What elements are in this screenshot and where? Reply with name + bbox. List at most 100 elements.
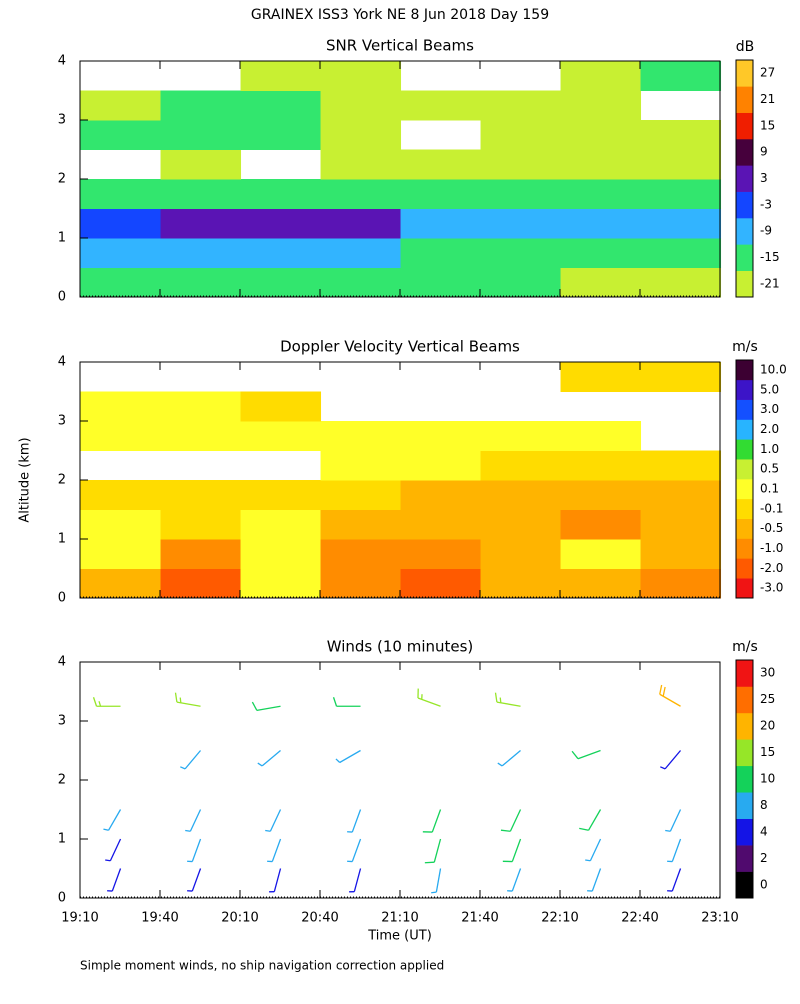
wind-barb	[667, 869, 680, 892]
colorbar-swatch	[736, 60, 753, 87]
wind-barb	[187, 869, 200, 892]
heat-cell	[321, 569, 402, 599]
wind-barb	[660, 685, 681, 706]
colorbar-unit: dB	[736, 39, 755, 55]
barb-flag	[501, 830, 510, 831]
y-tick-label: 1	[58, 832, 66, 847]
heat-cell	[481, 510, 562, 540]
y-tick-label: 0	[58, 290, 66, 305]
colorbar-label: -21	[760, 276, 780, 290]
heat-cell	[241, 179, 322, 209]
wind-barb	[187, 839, 200, 862]
heat-cell	[561, 150, 642, 180]
heat-cell	[241, 392, 322, 422]
heat-cell	[641, 120, 722, 150]
heat-cell	[561, 61, 642, 91]
barb-staff	[185, 751, 200, 769]
colorbar-swatch	[736, 218, 753, 245]
wind-barb	[334, 697, 361, 706]
heat-cell	[481, 421, 562, 451]
wind-barb	[498, 751, 521, 766]
heat-cell	[641, 179, 722, 209]
barb-flag	[265, 830, 270, 831]
heat-cell	[241, 120, 322, 150]
colorbar-swatch	[736, 499, 753, 519]
y-tick-label: 0	[58, 591, 66, 606]
heat-cell	[401, 569, 482, 599]
wind-barb	[180, 751, 200, 769]
heat-cell	[161, 539, 242, 569]
wind-barb	[660, 751, 680, 769]
barb-staff	[502, 751, 520, 766]
y-tick-label: 4	[58, 54, 66, 69]
heat-cell	[561, 421, 642, 451]
heat-cell	[481, 480, 562, 510]
y-tick-label: 3	[58, 714, 66, 729]
heat-cell	[241, 209, 322, 239]
colorbar-swatch	[736, 244, 753, 271]
colorbar-label: -0.5	[760, 521, 783, 535]
wind-barb	[349, 869, 360, 892]
colorbar-label: -3.0	[760, 581, 783, 595]
heat-cell	[481, 268, 562, 298]
heat-cell	[241, 91, 322, 121]
heat-cell	[81, 539, 162, 569]
colorbar-label: 15	[760, 745, 775, 759]
barb-flag	[431, 892, 436, 893]
wind-barb	[579, 810, 600, 831]
barb-staff	[354, 869, 360, 892]
barb-staff	[262, 751, 280, 766]
wind-barb	[665, 810, 680, 832]
heat-cell	[641, 150, 722, 180]
wind-barb	[501, 810, 521, 832]
heat-cell	[81, 480, 162, 510]
wind-barb	[587, 869, 600, 892]
heat-cell	[321, 238, 402, 268]
heat-cell	[401, 421, 482, 451]
colorbar-label: 15	[760, 118, 775, 132]
heat-cell	[561, 539, 642, 569]
colorbar-swatch	[736, 739, 753, 766]
heat-cell	[321, 179, 402, 209]
barb-staff	[352, 839, 360, 862]
barb-staff	[512, 839, 520, 862]
heat-cell	[561, 569, 642, 599]
barb-flag	[663, 687, 665, 696]
colorbar-swatch	[736, 271, 753, 298]
heat-cell	[81, 209, 162, 239]
y-tick-label: 0	[58, 891, 66, 906]
barb-staff	[272, 839, 280, 862]
colorbar-swatch	[736, 380, 753, 400]
heat-cell	[561, 179, 642, 209]
barb-flag	[572, 751, 578, 758]
colorbar-label: 9	[760, 145, 768, 159]
barb-flag	[180, 698, 181, 703]
colorbar-label: 8	[760, 798, 768, 812]
wind-barb	[258, 751, 281, 766]
wind-barb	[425, 839, 441, 863]
heat-cell	[641, 569, 722, 599]
x-tick-label: 21:40	[461, 911, 498, 926]
colorbar-swatch	[736, 519, 753, 539]
heat-cell	[81, 120, 162, 150]
barb-flag	[665, 830, 670, 831]
colorbar-label: -15	[760, 250, 780, 264]
barb-staff	[592, 869, 600, 892]
heat-cell	[641, 61, 722, 91]
wind-barb	[496, 693, 521, 707]
heat-cell	[161, 510, 242, 540]
heat-cell	[321, 150, 402, 180]
heat-cell	[481, 209, 562, 239]
barb-staff	[109, 810, 121, 831]
heat-cell	[561, 120, 642, 150]
barb-flag	[99, 701, 101, 706]
heat-cell	[561, 91, 642, 121]
heat-cell	[481, 238, 562, 268]
heat-cell	[401, 268, 482, 298]
colorbar-swatch	[736, 439, 753, 459]
colorbar-label: -0.1	[760, 501, 783, 515]
barb-flag	[496, 693, 497, 702]
heat-cell	[401, 179, 482, 209]
page-title: GRAINEX ISS3 York NE 8 Jun 2018 Day 159	[251, 7, 549, 23]
barb-staff	[112, 869, 120, 892]
